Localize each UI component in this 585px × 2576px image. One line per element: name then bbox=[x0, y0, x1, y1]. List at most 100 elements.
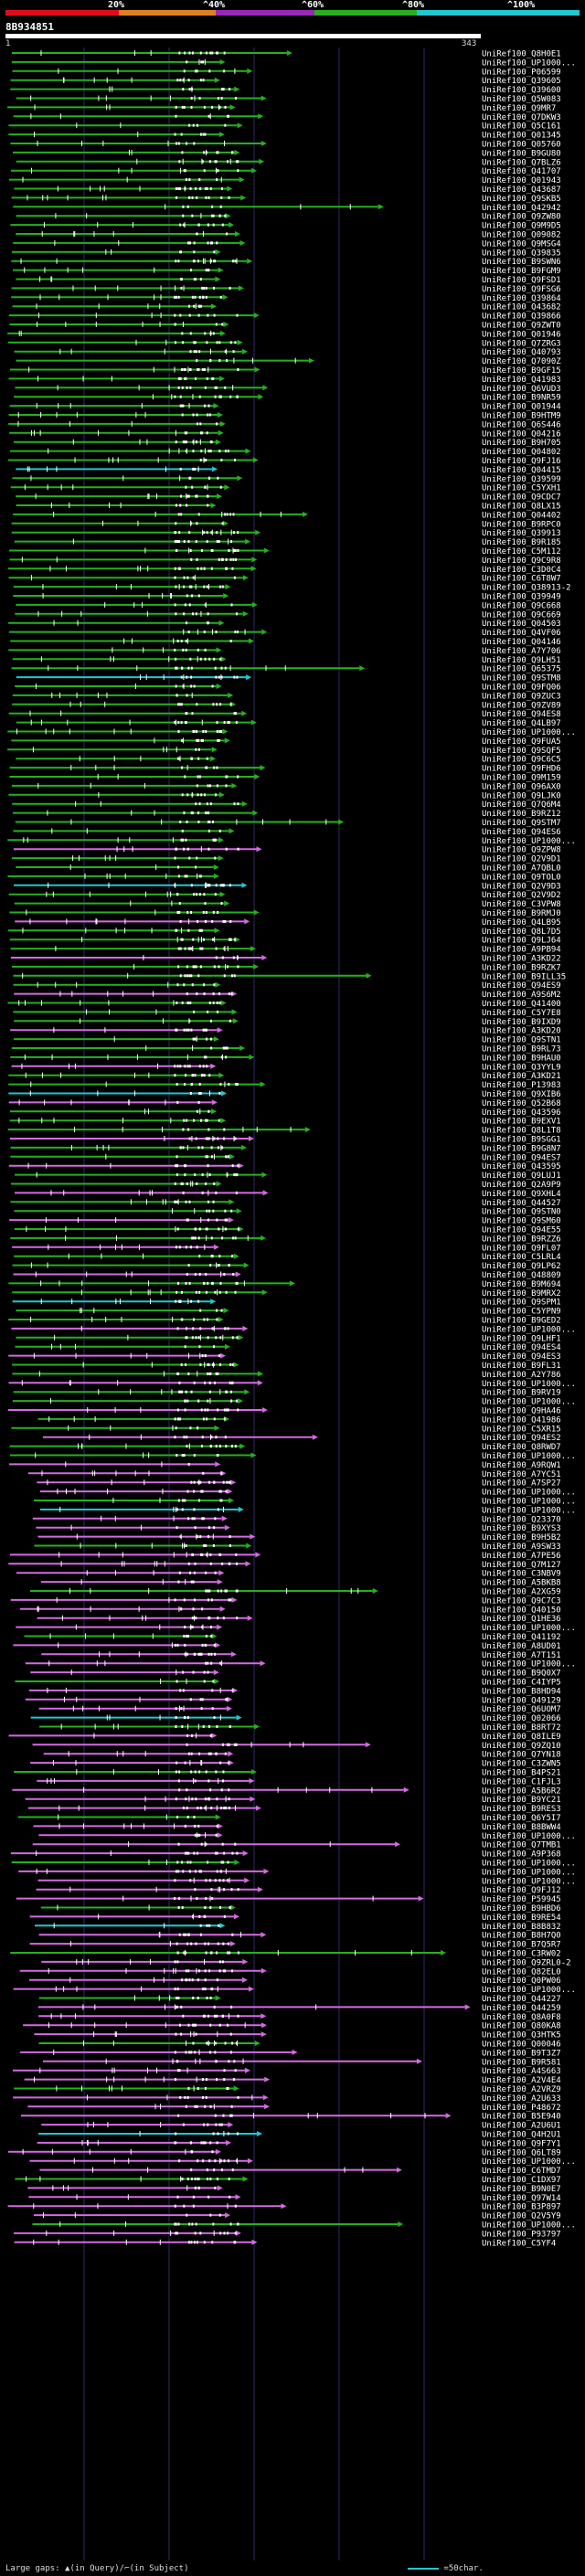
hit-id-label[interactable]: UniRef100_Q9ZUC3 bbox=[482, 692, 561, 701]
hit-id-label[interactable]: UniRef100_B9SWN6 bbox=[482, 258, 561, 267]
hit-id-label[interactable]: UniRef100_Q2V9D1 bbox=[482, 855, 561, 864]
hit-id-label[interactable]: UniRef100_Q7BLZ6 bbox=[482, 158, 561, 167]
hit-id-label[interactable]: UniRef100_UP1000... bbox=[482, 2221, 576, 2231]
hit-id-label[interactable]: UniRef100_B7Q5R7 bbox=[482, 1941, 561, 1950]
hit-id-label[interactable]: UniRef100_B9GU80 bbox=[482, 149, 561, 158]
hit-id-label[interactable]: UniRef100_Q39913 bbox=[482, 529, 561, 538]
hit-id-label[interactable]: UniRef100_B8H7Q0 bbox=[482, 1932, 561, 1941]
hit-id-label[interactable]: UniRef100_UP1000... bbox=[482, 1498, 576, 1507]
hit-id-label[interactable]: UniRef100_B9GF15 bbox=[482, 366, 561, 376]
hit-id-label[interactable]: UniRef100_Q43596 bbox=[482, 1108, 561, 1118]
hit-id-label[interactable]: UniRef100_Q9LJ64 bbox=[482, 937, 561, 946]
hit-id-label[interactable]: UniRef100_Q5W083 bbox=[482, 95, 561, 104]
hit-id-label[interactable]: UniRef100_Q7YN18 bbox=[482, 1751, 561, 1760]
hit-id-label[interactable]: UniRef100_Q1HE36 bbox=[482, 1615, 561, 1624]
hit-id-label[interactable]: UniRef100_Q8L7D5 bbox=[482, 928, 561, 937]
hit-id-label[interactable]: UniRef100_Q39866 bbox=[482, 313, 561, 322]
hit-id-label[interactable]: UniRef100_B9M694 bbox=[482, 1280, 561, 1289]
hit-id-label[interactable]: UniRef100_Q44259 bbox=[482, 2004, 561, 2013]
hit-id-label[interactable]: UniRef100_Q7DKW3 bbox=[482, 113, 561, 122]
hit-id-label[interactable]: UniRef100_Q0PW06 bbox=[482, 1977, 561, 1986]
hit-id-label[interactable]: UniRef100_P59945 bbox=[482, 1895, 561, 1904]
hit-id-label[interactable]: UniRef100_Q94E55 bbox=[482, 1226, 561, 1235]
hit-id-label[interactable]: UniRef100_Q41400 bbox=[482, 1000, 561, 1009]
hit-id-label[interactable]: UniRef100_Q02066 bbox=[482, 1714, 561, 1723]
hit-id-label[interactable]: UniRef100_Q8LX15 bbox=[482, 503, 561, 512]
hit-id-label[interactable]: UniRef100_Q3HTK5 bbox=[482, 2031, 561, 2041]
hit-id-label[interactable]: UniRef100_Q4H2U1 bbox=[482, 2131, 561, 2140]
hit-id-label[interactable]: UniRef100_B8BWW4 bbox=[482, 1823, 561, 1832]
hit-id-label[interactable]: UniRef100_C5XR15 bbox=[482, 1425, 561, 1434]
hit-id-label[interactable]: UniRef100_Q4LB95 bbox=[482, 918, 561, 928]
hit-id-label[interactable]: UniRef100_Q39864 bbox=[482, 294, 561, 303]
hit-id-label[interactable]: UniRef100_P93797 bbox=[482, 2230, 561, 2239]
hit-id-label[interactable]: UniRef100_B9N0E7 bbox=[482, 2185, 561, 2194]
hit-id-label[interactable]: UniRef100_B9ILL35 bbox=[482, 972, 566, 981]
hit-id-label[interactable]: UniRef100_UP1000... bbox=[482, 1877, 576, 1886]
hit-id-label[interactable]: UniRef100_Q40150 bbox=[482, 1606, 561, 1615]
hit-id-label[interactable]: UniRef100_Q3YYL9 bbox=[482, 1063, 561, 1072]
hit-id-label[interactable]: UniRef100_B9MRX2 bbox=[482, 1289, 561, 1299]
hit-id-label[interactable]: UniRef100_Q4LB97 bbox=[482, 719, 561, 728]
hit-id-label[interactable]: UniRef100_A2Y786 bbox=[482, 1371, 561, 1380]
hit-id-label[interactable]: UniRef100_B9HTM9 bbox=[482, 412, 561, 421]
hit-id-label[interactable]: UniRef100_A2VRZ9 bbox=[482, 2085, 561, 2094]
hit-id-label[interactable]: UniRef100_A2V4E4 bbox=[482, 2076, 561, 2085]
hit-id-label[interactable]: UniRef100_Q4VF06 bbox=[482, 629, 561, 638]
hit-id-label[interactable]: UniRef100_Q09082 bbox=[482, 231, 561, 240]
hit-id-label[interactable]: UniRef100_B9SGG1 bbox=[482, 1136, 561, 1145]
hit-id-label[interactable]: UniRef100_Q04146 bbox=[482, 638, 561, 647]
hit-id-label[interactable]: UniRef100_Q9M9D5 bbox=[482, 222, 561, 231]
hit-id-label[interactable]: UniRef100_Q04402 bbox=[482, 511, 561, 520]
hit-id-label[interactable]: UniRef100_Q9STN0 bbox=[482, 1208, 561, 1217]
hit-id-label[interactable]: UniRef100_UP1000... bbox=[482, 1452, 576, 1461]
hit-id-label[interactable]: UniRef100_Q97W14 bbox=[482, 2194, 561, 2203]
hit-id-label[interactable]: UniRef100_Q94ES8 bbox=[482, 710, 561, 719]
hit-id-label[interactable]: UniRef100_Q94ES2 bbox=[482, 1434, 561, 1443]
hit-id-label[interactable]: UniRef100_B9RES3 bbox=[482, 1805, 561, 1814]
hit-id-label[interactable]: UniRef100_Q7TMB1 bbox=[482, 1841, 561, 1850]
hit-id-label[interactable]: UniRef100_Q9STM7 bbox=[482, 819, 561, 828]
hit-id-label[interactable]: UniRef100_A3KD20 bbox=[482, 1027, 561, 1036]
hit-id-label[interactable]: UniRef100_Q8RWD7 bbox=[482, 1443, 561, 1452]
hit-id-label[interactable]: UniRef100_Q43682 bbox=[482, 303, 561, 313]
hit-id-label[interactable]: UniRef100_A8UD01 bbox=[482, 1642, 561, 1651]
hit-id-label[interactable]: UniRef100_B9FL31 bbox=[482, 1362, 561, 1371]
hit-id-label[interactable]: UniRef100_Q9TOL0 bbox=[482, 873, 561, 882]
hit-id-label[interactable]: UniRef100_Q44527 bbox=[482, 1199, 561, 1208]
hit-id-label[interactable]: UniRef100_Q01943 bbox=[482, 176, 561, 186]
hit-id-label[interactable]: UniRef100_Q6Y5I7 bbox=[482, 1814, 561, 1823]
hit-id-label[interactable]: UniRef100_UP1000... bbox=[482, 1860, 576, 1869]
hit-id-label[interactable]: UniRef100_B8HD94 bbox=[482, 1687, 561, 1696]
hit-id-label[interactable]: UniRef100_A2U633 bbox=[482, 2094, 561, 2104]
hit-id-label[interactable]: UniRef100_Q23370 bbox=[482, 1515, 561, 1524]
hit-id-label[interactable]: UniRef100_UP1000... bbox=[482, 1624, 576, 1633]
hit-id-label[interactable]: UniRef100_B9HBD6 bbox=[482, 1904, 561, 1913]
hit-id-label[interactable]: UniRef100_Q9ZPW8 bbox=[482, 846, 561, 855]
hit-id-label[interactable]: UniRef100_B9YC21 bbox=[482, 1796, 561, 1805]
hit-id-label[interactable]: UniRef100_Q9LP62 bbox=[482, 1262, 561, 1271]
hit-id-label[interactable]: UniRef100_A7T151 bbox=[482, 1651, 561, 1660]
hit-id-label[interactable]: UniRef100_C6T8W7 bbox=[482, 575, 561, 584]
hit-id-label[interactable]: UniRef100_UP1000... bbox=[482, 1506, 576, 1515]
hit-id-label[interactable]: UniRef100_B9G8N7 bbox=[482, 1144, 561, 1153]
hit-id-label[interactable]: UniRef100_C5YXH1 bbox=[482, 484, 561, 493]
hit-id-label[interactable]: UniRef100_B9R581 bbox=[482, 2058, 561, 2067]
hit-id-label[interactable]: UniRef100_B9RL73 bbox=[482, 1045, 561, 1055]
hit-id-label[interactable]: UniRef100_Q04802 bbox=[482, 448, 561, 457]
hit-id-label[interactable]: UniRef100_B9RE54 bbox=[482, 1913, 561, 1923]
hit-id-label[interactable]: UniRef100_P13983 bbox=[482, 1081, 561, 1090]
hit-id-label[interactable]: UniRef100_UP1000... bbox=[482, 1489, 576, 1498]
hit-id-label[interactable]: UniRef100_UP1000... bbox=[482, 837, 576, 846]
hit-id-label[interactable]: UniRef100_C5YF4 bbox=[482, 2239, 556, 2248]
hit-id-label[interactable]: UniRef100_Q01946 bbox=[482, 330, 561, 339]
hit-id-label[interactable]: UniRef100_Q9C7C3 bbox=[482, 1596, 561, 1606]
hit-id-label[interactable]: UniRef100_B9RPC0 bbox=[482, 520, 561, 529]
hit-id-label[interactable]: UniRef100_C3VPW8 bbox=[482, 900, 561, 909]
hit-id-label[interactable]: UniRef100_Q2V9D2 bbox=[482, 891, 561, 900]
hit-id-label[interactable]: UniRef100_Q01944 bbox=[482, 403, 561, 412]
hit-id-label[interactable]: UniRef100_Q8L1T8 bbox=[482, 1127, 561, 1136]
hit-id-label[interactable]: UniRef100_B9EXV1 bbox=[482, 1118, 561, 1127]
hit-id-label[interactable]: UniRef100_Q6UOM7 bbox=[482, 1705, 561, 1714]
hit-id-label[interactable]: UniRef100_A9PB94 bbox=[482, 946, 561, 955]
